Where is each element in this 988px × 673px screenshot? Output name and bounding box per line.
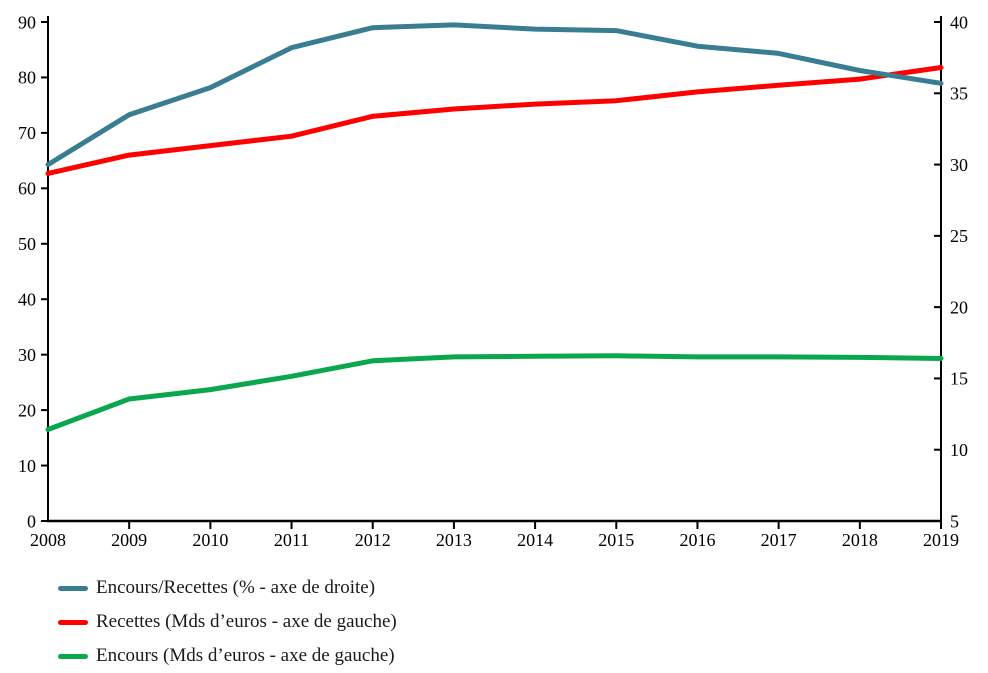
series-line-encours bbox=[45, 353, 944, 432]
x-axis-tick-label: 2016 bbox=[679, 530, 715, 550]
right-axis-tick-label: 30 bbox=[950, 155, 968, 175]
legend-label: Encours/Recettes (% - axe de droite) bbox=[96, 577, 376, 598]
right-axis-tick-label: 5 bbox=[950, 511, 959, 531]
right-axis-tick-label: 20 bbox=[950, 297, 968, 317]
x-axis-tick-label: 2010 bbox=[192, 530, 228, 550]
x-axis-tick-label: 2017 bbox=[761, 530, 797, 550]
right-axis-tick-label: 25 bbox=[950, 226, 968, 246]
left-axis-tick-label: 30 bbox=[18, 345, 36, 365]
left-axis-tick-label: 60 bbox=[18, 179, 36, 199]
x-axis-tick-label: 2018 bbox=[842, 530, 878, 550]
legend-swatch-icon bbox=[58, 653, 88, 659]
x-axis-tick-label: 2014 bbox=[517, 530, 553, 550]
legend-label: Encours (Mds d’euros - axe de gauche) bbox=[96, 645, 395, 666]
left-axis-tick-label: 90 bbox=[18, 12, 36, 32]
left-axis-tick-label: 70 bbox=[18, 123, 36, 143]
left-axis-tick-label: 40 bbox=[18, 290, 36, 310]
right-axis-tick-label: 35 bbox=[950, 84, 968, 104]
series-line-recettes bbox=[45, 65, 944, 176]
legend-item: Recettes (Mds d’euros - axe de gauche) bbox=[58, 605, 397, 639]
left-axis-tick-label: 0 bbox=[27, 511, 36, 531]
left-axis-tick-label: 20 bbox=[18, 400, 36, 420]
legend-item: Encours/Recettes (% - axe de droite) bbox=[58, 571, 397, 605]
x-axis-tick-label: 2015 bbox=[598, 530, 634, 550]
right-axis-tick-label: 40 bbox=[950, 12, 968, 32]
right-axis-tick-label: 10 bbox=[950, 440, 968, 460]
x-axis-tick-label: 2012 bbox=[355, 530, 391, 550]
legend-swatch-icon bbox=[58, 619, 88, 625]
line-chart: 0 10 20 30 40 50 60 70 80 90 5 10 15 20 25 30 35 40 2008 20… bbox=[18, 12, 968, 550]
x-axis-tick-label: 2008 bbox=[30, 530, 66, 550]
right-axis-tick-label: 15 bbox=[950, 369, 968, 389]
legend-swatch-icon bbox=[58, 585, 88, 591]
x-axis-tick-label: 2013 bbox=[436, 530, 472, 550]
legend-label: Recettes (Mds d’euros - axe de gauche) bbox=[96, 611, 397, 632]
legend: Encours/Recettes (% - axe de droite) Rece… bbox=[58, 571, 397, 673]
series-line-encours-recettes bbox=[45, 22, 944, 168]
legend-item: Encours (Mds d’euros - axe de gauche) bbox=[58, 639, 397, 673]
x-axis-tick-label: 2019 bbox=[923, 530, 959, 550]
x-axis-tick-label: 2011 bbox=[274, 530, 309, 550]
left-axis-tick-label: 10 bbox=[18, 456, 36, 476]
left-axis-tick-label: 80 bbox=[18, 68, 36, 88]
x-axis-tick-label: 2009 bbox=[111, 530, 147, 550]
left-axis-tick-label: 50 bbox=[18, 234, 36, 254]
